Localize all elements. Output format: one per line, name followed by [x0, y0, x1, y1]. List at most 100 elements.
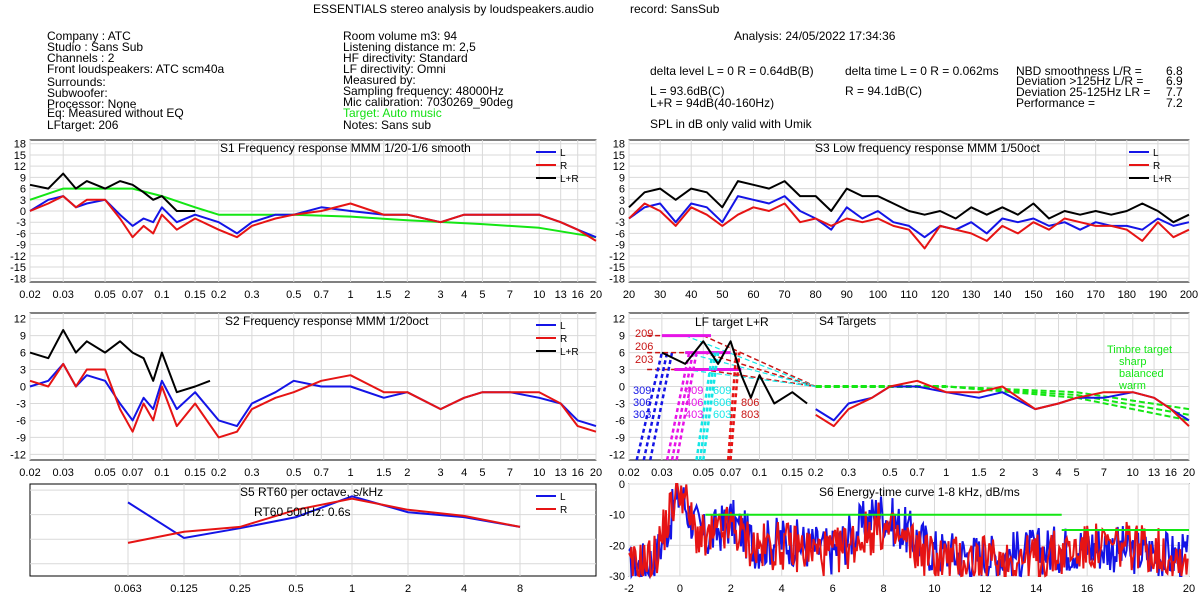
s3-xtick: 40: [685, 289, 697, 301]
delta-level: delta level L = 0 R = 0.64dB(B): [650, 64, 814, 78]
s3-title: S3 Low frequency response MMM 1/50oct: [815, 141, 1040, 155]
s1-ytick: -9: [16, 240, 26, 252]
info-sampling: Sampling frequency: 48000Hz: [343, 84, 504, 98]
s6-xtick: 12: [979, 583, 991, 595]
s6-xtick: 8: [880, 583, 886, 595]
lr-spl: L+R = 94dB(40-160Hz): [650, 96, 775, 110]
s4-timbre-label: warm: [1118, 380, 1146, 392]
s1-xtick: 0.2: [211, 289, 226, 301]
s4-red-label: 206: [635, 341, 653, 353]
s2-ytick: 12: [14, 314, 26, 326]
s4-red-label: 203: [635, 354, 653, 366]
report-title: ESSENTIALS stereo analysis by loudspeake…: [313, 2, 594, 16]
info-eq: Eq: Measured without EQ: [47, 106, 184, 120]
s2-xtick: 4: [461, 467, 467, 479]
metric-value: 7.7: [1166, 85, 1183, 99]
s4-xtick: 10: [1127, 467, 1139, 479]
s2-xtick: 1: [347, 467, 353, 479]
s4-magenta-label: 409: [685, 385, 703, 397]
s4-blue-label: 309: [633, 385, 651, 397]
s2-xtick: 0.15: [184, 467, 205, 479]
info-company: Company : ATC: [47, 29, 131, 43]
s3-ytick: 0: [619, 206, 625, 218]
s3-xtick: 60: [747, 289, 759, 301]
s2-ytick: -3: [16, 398, 26, 410]
metric-label: Deviation >125Hz L/R =: [1016, 74, 1144, 88]
s6-xtick: 18: [1132, 583, 1144, 595]
s6-ytick: -20: [609, 540, 625, 552]
info-measured-by: Measured by:: [343, 73, 416, 87]
s3-xtick: 190: [1149, 289, 1167, 301]
info-processor: Processor: None: [47, 97, 137, 111]
info-subwoofer: Subwoofer:: [47, 86, 108, 100]
s3-ytick: -9: [615, 240, 625, 252]
s3-xtick: 50: [716, 289, 728, 301]
s2-ytick: 6: [20, 348, 26, 360]
spl-note: SPL in dB only valid with Umik: [650, 117, 812, 131]
s2-xtick: 2: [404, 467, 410, 479]
s1-legend-label: L+R: [560, 174, 579, 185]
s1-xtick: 0.03: [53, 289, 74, 301]
s3-xtick: 20: [623, 289, 635, 301]
s1-xtick: 20: [590, 289, 602, 301]
s4-xtick: 1: [943, 467, 949, 479]
s4-magenta-label: 403: [685, 409, 703, 421]
s3-legend-label: L+R: [1153, 174, 1172, 185]
s6-xtick: 0: [677, 583, 683, 595]
s2-xtick: 0.5: [286, 467, 301, 479]
s2-legend-label: R: [560, 334, 567, 345]
s1-ytick: -6: [16, 228, 26, 240]
s4-slope-line: [635, 352, 664, 461]
s4-xtick: 16: [1165, 467, 1177, 479]
s2-series-lr: [29, 329, 211, 394]
s4-xtick: 4: [1055, 467, 1061, 479]
s1-xtick: 5: [479, 289, 485, 301]
s5-legend-label: L: [560, 492, 566, 503]
s3-ytick: -15: [609, 262, 625, 274]
s4-red-label: 209: [635, 328, 653, 340]
s4-cyan-label: 603: [713, 409, 731, 421]
s2-xtick: 0.2: [211, 467, 226, 479]
s4-ytick: -6: [615, 415, 625, 427]
analysis-date: Analysis: 24/05/2022 17:34:36: [734, 29, 896, 43]
s4-xtick: 20: [1183, 467, 1195, 479]
s4-ytick: 6: [619, 348, 625, 360]
s5-series-r: [127, 497, 521, 544]
s1-ytick: 18: [14, 139, 26, 151]
s1-ytick: 0: [20, 206, 26, 218]
s4-ytick: 3: [619, 365, 625, 377]
s3-xtick: 100: [869, 289, 887, 301]
s2-xtick: 1.5: [376, 467, 391, 479]
s5-xtick: 0.25: [229, 583, 250, 595]
s1-xtick: 16: [572, 289, 584, 301]
s4-xtick: 1.5: [971, 467, 986, 479]
s1-series-lr: [29, 172, 196, 212]
s2-xtick: 0.1: [154, 467, 169, 479]
s2-xtick: 10: [533, 467, 545, 479]
s4-ytick: -9: [615, 432, 625, 444]
s1-xtick: 0.02: [19, 289, 40, 301]
s2-xtick: 13: [555, 467, 567, 479]
s2-ytick: -6: [16, 415, 26, 427]
s2-ytick: 0: [20, 382, 26, 394]
s1-title: S1 Frequency response MMM 1/20-1/6 smoot…: [220, 141, 471, 155]
s1-xtick: 1: [347, 289, 353, 301]
s6-ytick: -10: [609, 510, 625, 522]
s2-title: S2 Frequency response MMM 1/20oct: [225, 314, 429, 328]
s2-xtick: 0.05: [94, 467, 115, 479]
r-spl: R = 94.1dB(C): [845, 84, 923, 98]
s4-timbre-label: balanced: [1119, 368, 1164, 380]
s1-ytick: 15: [14, 150, 26, 162]
s2-xtick: 0.07: [122, 467, 143, 479]
s4-ytick: 12: [613, 314, 625, 326]
s3-xtick: 160: [1055, 289, 1073, 301]
s1-ytick: -18: [10, 273, 26, 285]
s3-ytick: 9: [619, 172, 625, 184]
s3-series-r: [628, 202, 1190, 250]
s3-xtick: 130: [962, 289, 980, 301]
s4-darkred-label: 803: [741, 409, 759, 421]
s5-legend-label: R: [560, 505, 567, 516]
s1-xtick: 2: [404, 289, 410, 301]
s6-series-r: [628, 483, 1189, 579]
